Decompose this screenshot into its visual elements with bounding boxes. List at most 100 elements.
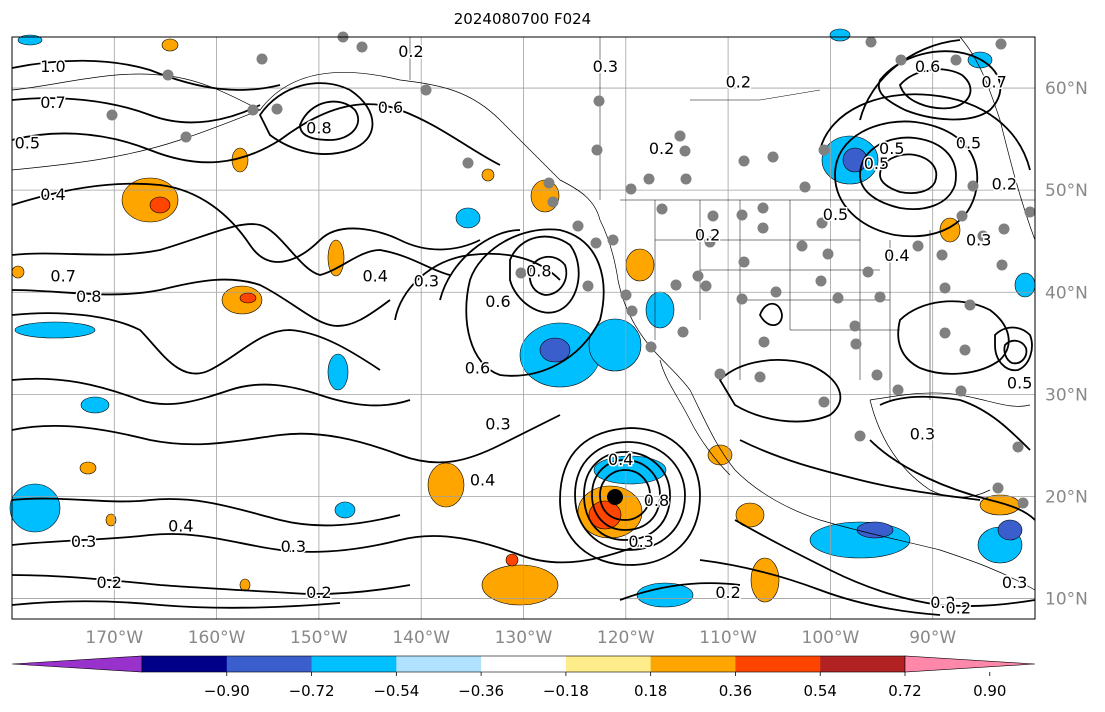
- anomaly-blob: [997, 519, 1023, 541]
- station-dot: [850, 338, 862, 350]
- colorbar-segment: [820, 656, 906, 672]
- contour-line: [619, 582, 741, 601]
- latitude-label: 60°N: [1045, 79, 1088, 99]
- contour-line: [559, 427, 701, 566]
- colorbar-tick-label: 0.18: [634, 682, 667, 700]
- anomaly-fill-layer: [9, 28, 1036, 608]
- anomaly-blob: [481, 564, 559, 606]
- latitude-label: 30°N: [1045, 385, 1088, 405]
- contour-line: [509, 235, 580, 314]
- station-dot: [939, 327, 951, 339]
- colorbar-segment: [565, 656, 652, 672]
- station-dot: [643, 173, 655, 185]
- contour-label: 0.2: [715, 583, 740, 602]
- latitude-label: 20°N: [1045, 487, 1088, 507]
- station-dot: [674, 130, 686, 142]
- contour-label: 0.6: [915, 57, 940, 76]
- station-dot: [796, 240, 808, 252]
- colorbar-tick-label: −0.18: [543, 682, 589, 700]
- station-dot: [959, 344, 971, 356]
- station-dot: [515, 267, 527, 279]
- station-dot: [625, 183, 637, 195]
- contour-line: [11, 533, 641, 564]
- coastline: [11, 71, 601, 221]
- station-dot: [620, 289, 632, 301]
- contour-label: 0.3: [485, 415, 510, 434]
- contour-line: [879, 153, 938, 195]
- colorbar-tick-label: 0.36: [719, 682, 752, 700]
- contour-line: [699, 559, 941, 616]
- contour-line: [583, 451, 671, 541]
- contour-label: 0.3: [628, 532, 653, 551]
- anomaly-blob: [9, 483, 61, 533]
- station-dot: [865, 36, 877, 48]
- anomaly-blob: [750, 557, 780, 603]
- contour-label: 0.3: [910, 425, 935, 444]
- station-dot: [356, 41, 368, 53]
- station-dot: [818, 144, 830, 156]
- contour-line: [11, 97, 261, 124]
- contour-line: [11, 414, 561, 464]
- anomaly-blob: [334, 501, 356, 519]
- station-dot: [832, 292, 844, 304]
- station-dot: [939, 282, 951, 294]
- longitude-label: 90°W: [909, 628, 956, 648]
- coastline: [959, 36, 1036, 241]
- contour-label: 0.4: [40, 185, 65, 204]
- anomaly-blob: [79, 461, 97, 475]
- colorbar-tick-label: −0.72: [289, 682, 335, 700]
- contour-line: [879, 395, 1031, 451]
- anomaly-blob: [588, 318, 642, 372]
- station-dot: [180, 131, 192, 143]
- anomaly-blob: [539, 337, 571, 363]
- coastline: [599, 219, 736, 471]
- colorbar-tick-label: 0.72: [888, 682, 921, 700]
- contour-label: 0.6: [465, 358, 490, 377]
- contour-line: [11, 223, 451, 276]
- station-dot: [645, 341, 657, 353]
- station-dot: [1017, 497, 1029, 509]
- colorbar-tick-label: −0.36: [458, 682, 504, 700]
- contour-label: 0.3: [281, 537, 306, 556]
- contour-label: 0.5: [956, 134, 981, 153]
- longitude-label: 120°W: [597, 628, 655, 648]
- contour-line: [11, 600, 341, 609]
- storm-center-marker: [607, 489, 623, 505]
- longitude-label: 130°W: [495, 628, 553, 648]
- station-dot: [680, 173, 692, 185]
- colorbar-tick-label: 0.54: [804, 682, 837, 700]
- coastline: [11, 109, 261, 171]
- station-dot: [607, 234, 619, 246]
- contour-label: 0.7: [981, 72, 1006, 91]
- contour-label: 0.6: [485, 292, 510, 311]
- axis-labels: 170°W 160°W 150°W 140°W 130°W 120°W 110°W 100°W…: [85, 79, 1087, 648]
- contour-label: 0.2: [992, 175, 1017, 194]
- anomaly-blob: [735, 502, 765, 528]
- station-dot: [912, 240, 924, 252]
- station-dot: [707, 210, 719, 222]
- station-dot: [967, 180, 979, 192]
- contour-line: [11, 312, 381, 375]
- contour-line: [994, 326, 1033, 372]
- contour-line: [591, 459, 661, 531]
- contour-line: [465, 228, 605, 377]
- contour-line: [11, 497, 401, 527]
- station-dot: [862, 266, 874, 278]
- station-dot: [692, 270, 704, 282]
- contour-label: 0.8: [306, 118, 331, 137]
- contour-label: 0.7: [40, 93, 65, 112]
- contour-line: [11, 574, 411, 595]
- station-dot: [992, 482, 1004, 494]
- station-dot: [679, 145, 691, 157]
- station-dot: [964, 299, 976, 311]
- contour-label: 0.5: [1007, 374, 1032, 393]
- station-dot: [1012, 441, 1024, 453]
- contour-label: 0.2: [649, 139, 674, 158]
- colorbar-segment: [735, 656, 821, 672]
- colorbar-segment: [311, 656, 397, 672]
- station-dot: [547, 196, 559, 208]
- station-dot: [871, 369, 883, 381]
- station-dot: [106, 109, 118, 121]
- longitude-label: 140°W: [392, 628, 450, 648]
- contour-label: 0.4: [884, 246, 909, 265]
